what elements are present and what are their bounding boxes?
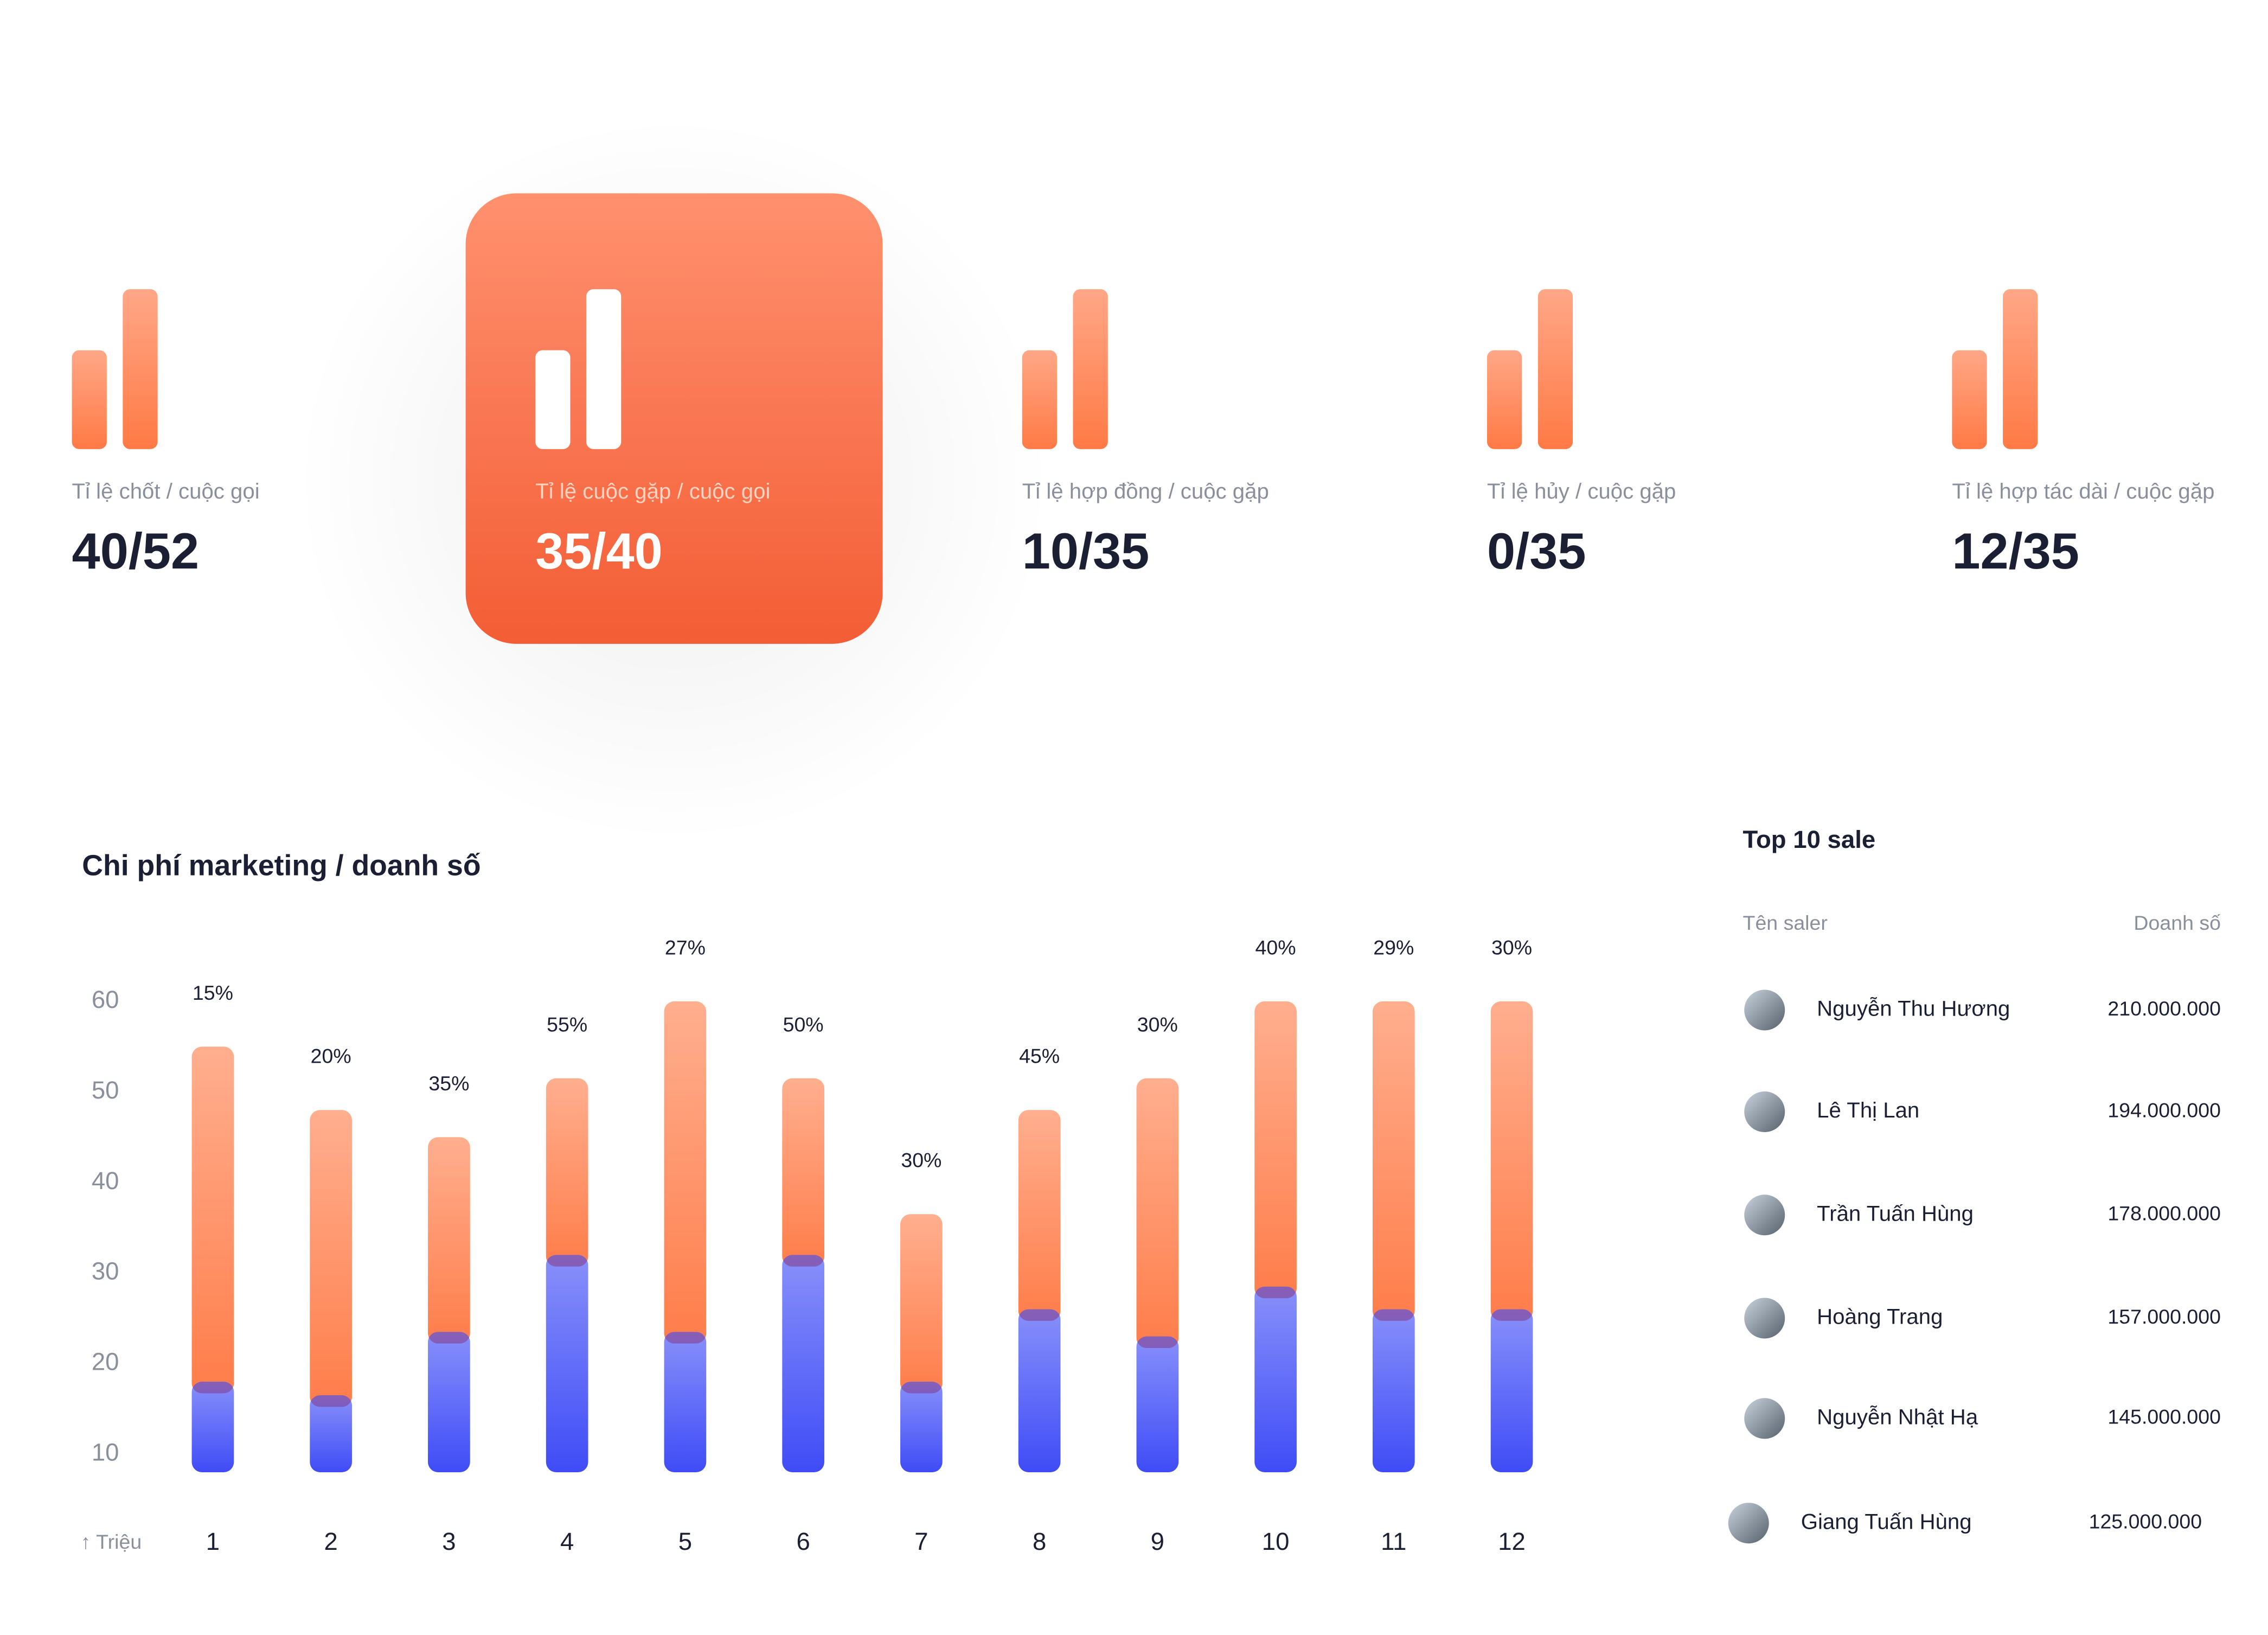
bar-annotation: 15% (193, 981, 233, 1004)
bar-segment (191, 1046, 234, 1394)
bar-annotation: 20% (311, 1045, 351, 1068)
bar-annotation: 30% (901, 1149, 941, 1172)
column-header: Doanh số (2134, 911, 2221, 934)
kpi-card-active (465, 193, 883, 644)
y-tick-label: 50 (92, 1076, 119, 1104)
x-tick-label: 7 (914, 1528, 928, 1555)
bar-segment (191, 1382, 234, 1472)
bar-segment (1254, 1001, 1297, 1299)
y-tick-label: 40 (92, 1167, 119, 1195)
kpi-value: 35/40 (535, 522, 663, 579)
kpi-label: Tỉ lệ hợp đồng / cuộc gặp (1022, 479, 1269, 503)
bar-annotation: 55% (547, 1013, 587, 1036)
kpi-icon (72, 350, 107, 449)
x-tick-label: 4 (560, 1528, 574, 1555)
bar-segment (310, 1110, 353, 1407)
table-title: Top 10 sale (1743, 826, 1876, 853)
kpi-value: 10/35 (1022, 522, 1150, 579)
saler-name: Nguyễn Nhật Hạ (1817, 1404, 1978, 1429)
bar-segment (1018, 1110, 1061, 1321)
x-tick-label: 9 (1151, 1528, 1164, 1555)
x-tick-label: 12 (1498, 1528, 1526, 1555)
kpi-icon (1022, 350, 1058, 449)
saler-name: Hoàng Trang (1817, 1305, 1943, 1329)
bar-segment (310, 1395, 353, 1472)
kpi-icon (1537, 289, 1573, 449)
bar-annotation: 29% (1373, 936, 1414, 959)
kpi-icon (1952, 350, 1987, 449)
bar-segment (664, 1332, 707, 1472)
kpi-icon (535, 350, 571, 449)
x-tick-label: 5 (678, 1528, 692, 1555)
bar-segment (1136, 1078, 1179, 1348)
kpi-icon (123, 289, 158, 449)
avatar (1744, 1195, 1785, 1236)
bar-segment (782, 1078, 824, 1267)
bar-segment (900, 1214, 943, 1394)
kpi-label: Tỉ lệ hủy / cuộc gặp (1487, 479, 1676, 503)
kpi-value: 12/35 (1952, 522, 2079, 579)
bar-annotation: 27% (665, 936, 706, 959)
saler-revenue: 178.000.000 (2107, 1202, 2221, 1225)
bar-annotation: 30% (1137, 1013, 1178, 1036)
bar-segment (900, 1382, 943, 1472)
kpi-icon (1073, 289, 1108, 449)
avatar (1728, 1503, 1769, 1544)
kpi-value: 0/35 (1487, 522, 1586, 579)
x-tick-label: 2 (324, 1528, 338, 1555)
y-tick-label: 30 (92, 1257, 119, 1285)
bar-segment (1254, 1286, 1297, 1472)
avatar (1744, 1298, 1785, 1339)
avatar (1744, 1091, 1785, 1133)
saler-name: Giang Tuấn Hùng (1801, 1509, 1972, 1534)
bar-segment (546, 1255, 588, 1472)
saler-revenue: 210.000.000 (2107, 997, 2221, 1020)
bar-segment (1490, 1309, 1533, 1472)
bar-segment (1372, 1001, 1415, 1321)
saler-name: Trần Tuấn Hùng (1817, 1201, 1974, 1225)
bar-annotation: 40% (1255, 936, 1296, 959)
kpi-icon (1487, 350, 1522, 449)
kpi-label: Tỉ lệ chốt / cuộc gọi (72, 479, 260, 503)
saler-name: Nguyễn Thu Hương (1817, 997, 2010, 1021)
chart-title: Chi phí marketing / doanh số (82, 850, 480, 882)
y-tick-label: 20 (92, 1348, 119, 1376)
bar-segment (428, 1137, 470, 1344)
x-tick-label: 3 (442, 1528, 456, 1555)
kpi-label: Tỉ lệ cuộc gặp / cuộc gọi (535, 479, 770, 503)
bar-segment (782, 1255, 824, 1472)
x-tick-label: 10 (1262, 1528, 1290, 1555)
bar-segment (1372, 1309, 1415, 1472)
avatar (1744, 989, 1785, 1031)
bar-segment (664, 1001, 707, 1344)
avatar (1744, 1398, 1785, 1439)
y-axis-label: ↑ Triệu (81, 1530, 142, 1553)
column-header: Tên saler (1743, 911, 1828, 934)
kpi-value: 40/52 (72, 522, 200, 579)
x-tick-label: 6 (796, 1528, 810, 1555)
bar-annotation: 50% (783, 1013, 824, 1036)
saler-name: Lê Thị Lan (1817, 1098, 1919, 1122)
bar-annotation: 35% (428, 1072, 469, 1095)
saler-revenue: 194.000.000 (2107, 1098, 2221, 1121)
bar-segment (1018, 1309, 1061, 1472)
bar-segment (546, 1078, 588, 1267)
x-tick-label: 1 (206, 1528, 220, 1555)
kpi-label: Tỉ lệ hợp tác dài / cuộc gặp (1952, 479, 2214, 503)
bar-segment (1490, 1001, 1533, 1321)
kpi-icon (2003, 289, 2038, 449)
bar-segment (428, 1332, 470, 1472)
saler-revenue: 145.000.000 (2107, 1406, 2221, 1428)
bar-annotation: 45% (1019, 1045, 1060, 1068)
y-tick-label: 10 (92, 1439, 119, 1466)
bar-annotation: 30% (1491, 936, 1532, 959)
saler-revenue: 125.000.000 (2089, 1510, 2202, 1533)
x-tick-label: 8 (1033, 1528, 1046, 1555)
saler-revenue: 157.000.000 (2107, 1305, 2221, 1328)
x-tick-label: 11 (1381, 1528, 1406, 1555)
bar-segment (1136, 1336, 1179, 1472)
y-tick-label: 60 (92, 986, 119, 1013)
kpi-icon (586, 289, 622, 449)
